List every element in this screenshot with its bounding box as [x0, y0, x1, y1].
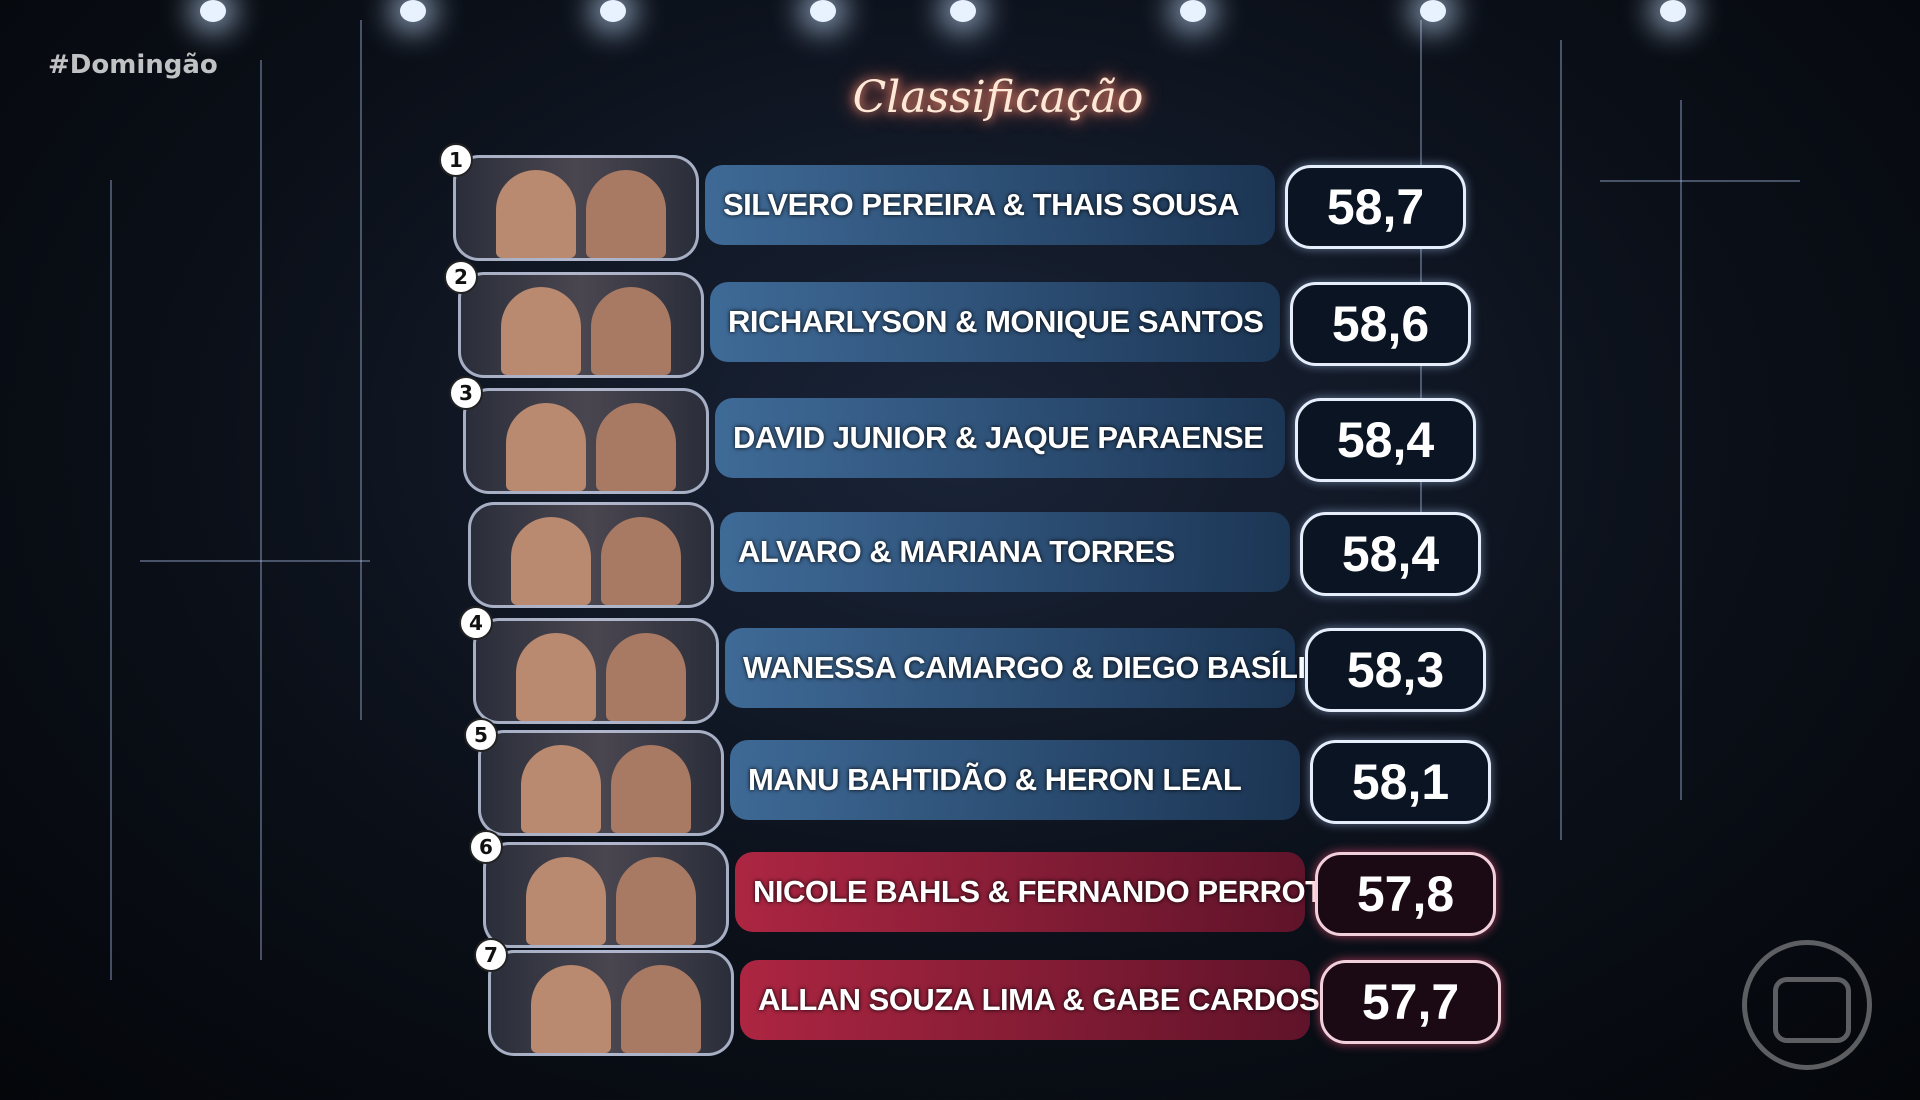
- ranking-row: 5 MANU BAHTIDÃO & HERON LEAL 58,1: [464, 718, 1491, 836]
- score-box: 58,6: [1290, 282, 1471, 366]
- contestant-photo: [531, 965, 611, 1053]
- score-box: 58,7: [1285, 165, 1466, 249]
- couple-name: ALLAN SOUZA LIMA & GABE CARDOSO: [758, 982, 1343, 1017]
- ranking-row: 2 RICHARLYSON & MONIQUE SANTOS 58,6: [444, 260, 1471, 378]
- ranking-row: 7 ALLAN SOUZA LIMA & GABE CARDOSO 57,7: [474, 938, 1501, 1056]
- globo-logo: [1742, 940, 1872, 1070]
- score-box: 58,3: [1305, 628, 1486, 712]
- score-box: 58,1: [1310, 740, 1491, 824]
- couple-photo: [478, 730, 724, 836]
- couple-name: MANU BAHTIDÃO & HERON LEAL: [748, 762, 1242, 797]
- couple-photo: [488, 950, 734, 1056]
- name-banner: RICHARLYSON & MONIQUE SANTOS: [710, 282, 1280, 362]
- rank-badge: 7: [474, 938, 508, 972]
- score-box: 57,7: [1320, 960, 1501, 1044]
- contestant-photo: [606, 633, 686, 721]
- contestant-photo: [526, 857, 606, 945]
- couple-photo: [458, 272, 704, 378]
- contestant-photo: [516, 633, 596, 721]
- ranking-row: 6 NICOLE BAHLS & FERNANDO PERROTTI 57,8: [469, 830, 1496, 948]
- contestant-photo: [611, 745, 691, 833]
- contestant-photo: [506, 403, 586, 491]
- rank-badge: 5: [464, 718, 498, 752]
- name-banner: WANESSA CAMARGO & DIEGO BASÍLIO: [725, 628, 1330, 708]
- rank-badge: 4: [459, 606, 493, 640]
- rank-badge: 3: [449, 376, 483, 410]
- contestant-photo: [501, 287, 581, 375]
- couple-name: NICOLE BAHLS & FERNANDO PERROTTI: [753, 874, 1351, 909]
- ranking-row: 4 WANESSA CAMARGO & DIEGO BASÍLIO 58,3: [459, 606, 1486, 724]
- score-box: 58,4: [1300, 512, 1481, 596]
- ranking-row: 3 DAVID JUNIOR & JAQUE PARAENSE 58,4: [449, 376, 1476, 494]
- show-hashtag: #Domingão: [48, 50, 218, 80]
- couple-photo: [473, 618, 719, 724]
- ranking-row: 1 SILVERO PEREIRA & THAIS SOUSA 58,7: [439, 143, 1466, 261]
- name-banner: MANU BAHTIDÃO & HERON LEAL: [730, 740, 1300, 820]
- contestant-photo: [596, 403, 676, 491]
- score-box: 57,8: [1315, 852, 1496, 936]
- contestant-photo: [521, 745, 601, 833]
- couple-name: ALVARO & MARIANA TORRES: [738, 534, 1175, 569]
- couple-name: SILVERO PEREIRA & THAIS SOUSA: [723, 187, 1240, 222]
- contestant-photo: [621, 965, 701, 1053]
- name-banner: ALVARO & MARIANA TORRES: [720, 512, 1290, 592]
- rank-badge: 6: [469, 830, 503, 864]
- contestant-photo: [591, 287, 671, 375]
- rank-badge: 1: [439, 143, 473, 177]
- couple-name: RICHARLYSON & MONIQUE SANTOS: [728, 304, 1264, 339]
- score-box: 58,4: [1295, 398, 1476, 482]
- ranking-title: Classificação: [852, 72, 1144, 123]
- name-banner: DAVID JUNIOR & JAQUE PARAENSE: [715, 398, 1285, 478]
- contestant-photo: [496, 170, 576, 258]
- rank-badge: 2: [444, 260, 478, 294]
- ranking-row: ALVARO & MARIANA TORRES 58,4: [468, 502, 1481, 608]
- couple-photo: [463, 388, 709, 494]
- couple-photo: [483, 842, 729, 948]
- name-banner: SILVERO PEREIRA & THAIS SOUSA: [705, 165, 1275, 245]
- couple-photo: [453, 155, 699, 261]
- name-banner: ALLAN SOUZA LIMA & GABE CARDOSO: [740, 960, 1343, 1040]
- couple-name: WANESSA CAMARGO & DIEGO BASÍLIO: [743, 650, 1330, 685]
- couple-photo: [468, 502, 714, 608]
- contestant-photo: [616, 857, 696, 945]
- contestant-photo: [601, 517, 681, 605]
- couple-name: DAVID JUNIOR & JAQUE PARAENSE: [733, 420, 1264, 455]
- name-banner: NICOLE BAHLS & FERNANDO PERROTTI: [735, 852, 1351, 932]
- contestant-photo: [586, 170, 666, 258]
- contestant-photo: [511, 517, 591, 605]
